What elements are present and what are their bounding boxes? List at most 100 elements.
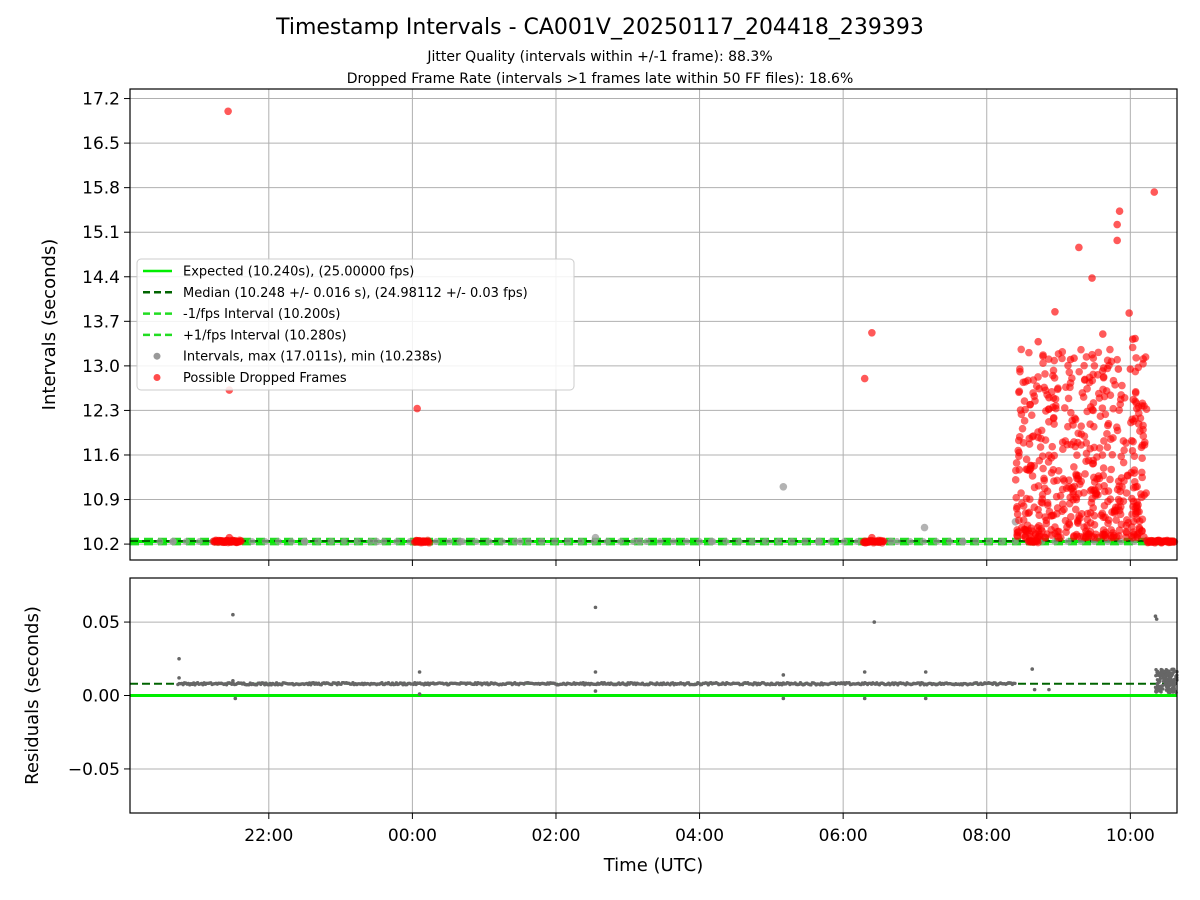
dropped-frame-point — [1139, 360, 1147, 368]
dropped-frame-point — [1088, 494, 1096, 503]
dropped-frame-point — [425, 538, 433, 547]
dropped-frame-point — [1115, 532, 1123, 540]
dropped-frame-point — [1099, 373, 1108, 381]
dropped-frame-point — [1045, 451, 1053, 460]
y-tick-label: 0.05 — [82, 613, 120, 633]
dropped-frame-point — [1115, 482, 1123, 490]
dropped-frame-point — [1065, 519, 1073, 528]
interval-point — [340, 538, 348, 546]
x-tick-label: 02:00 — [531, 826, 580, 846]
dropped-frame-point — [1138, 515, 1147, 524]
residual-point — [1154, 689, 1158, 694]
dropped-frame-point — [1075, 490, 1083, 498]
interval-point — [775, 538, 783, 546]
dropped-frame-point — [1137, 443, 1146, 452]
dropped-frame-point — [1022, 494, 1031, 503]
dropped-frame-point — [1107, 526, 1115, 534]
interval-point — [985, 538, 993, 546]
interval-point — [854, 538, 862, 546]
residual-point — [1170, 689, 1175, 693]
dropped-frame-point — [1122, 439, 1130, 447]
residual-point — [233, 696, 238, 701]
x-tick-label: 10:00 — [1106, 826, 1155, 846]
interval-point — [393, 538, 401, 546]
dropped-frame-point — [1070, 354, 1078, 363]
interval-point — [498, 538, 506, 546]
interval-point — [761, 538, 769, 546]
intervals-y-axis-label: Intervals (seconds) — [39, 239, 60, 411]
dropped-frame-point — [1122, 527, 1130, 536]
dropped-frame-point — [1039, 359, 1047, 367]
y-tick-label: 13.0 — [82, 357, 120, 377]
dropped-frame-point — [1015, 432, 1024, 441]
dropped-frame-point — [1034, 482, 1043, 490]
residual-point — [417, 670, 422, 674]
dropped-frame-point — [868, 328, 876, 337]
dropped-frame-point — [1136, 414, 1145, 422]
dropped-frame-point — [1027, 411, 1036, 419]
dropped-frame-point — [224, 107, 232, 116]
dropped-frame-point — [1022, 455, 1031, 464]
dropped-frame-point — [1081, 470, 1089, 478]
dropped-frame-point — [1015, 466, 1024, 474]
dropped-frame-point — [1125, 309, 1133, 317]
interval-point — [630, 538, 638, 546]
dropped-frame-point — [1034, 428, 1042, 436]
dropped-frame-point — [1089, 399, 1098, 407]
dropped-frame-point — [1084, 456, 1093, 465]
residuals-y-axis-label: Residuals (seconds) — [22, 606, 43, 785]
chart-title: Timestamp Intervals - CA001V_20250117_20… — [276, 15, 924, 40]
dropped-frame-point — [1132, 399, 1141, 407]
interval-point — [998, 538, 1006, 546]
dropped-frame-point — [1015, 387, 1024, 396]
dropped-frame-point — [1126, 365, 1135, 373]
dropped-frame-point — [1050, 451, 1059, 460]
dropped-frame-point — [1070, 463, 1078, 471]
dropped-frame-point — [868, 533, 876, 542]
interval-point — [445, 538, 453, 546]
dropped-frame-point — [1120, 446, 1128, 454]
interval-point — [707, 537, 716, 546]
dropped-frame-point — [1017, 345, 1026, 354]
dropped-frame-point — [1107, 435, 1115, 443]
residual-point — [177, 676, 181, 680]
dropped-frame-point — [879, 537, 888, 545]
dropped-frame-point — [1024, 509, 1033, 518]
dropped-frame-point — [1082, 439, 1091, 447]
interval-point — [887, 537, 895, 546]
dropped-frame-point — [1133, 530, 1142, 539]
residual-point — [1165, 672, 1169, 677]
residual-point — [781, 673, 786, 677]
dropped-frame-point — [1071, 505, 1080, 514]
dropped-frame-point — [860, 374, 869, 383]
dropped-frame-point — [1060, 477, 1069, 485]
dropped-frame-point — [1082, 530, 1091, 538]
interval-point — [801, 538, 809, 546]
dropped-frame-point — [1115, 207, 1124, 216]
dropped-frame-point — [1016, 365, 1024, 373]
dropped-frame-point — [1102, 387, 1111, 395]
dropped-frame-point — [1093, 453, 1101, 461]
dropped-frame-point — [1088, 274, 1096, 282]
dropped-frame-point — [1101, 528, 1110, 537]
dropped-frame-point — [1089, 354, 1098, 362]
residual-point — [1013, 681, 1017, 686]
dropped-frame-point — [1045, 507, 1054, 516]
residual-point — [1161, 676, 1165, 680]
dropped-frame-point — [1113, 426, 1122, 435]
dropped-frame-point — [1085, 373, 1094, 382]
x-tick-label: 04:00 — [675, 826, 724, 846]
dropped-frame-point — [1040, 474, 1048, 483]
residual-point — [231, 612, 235, 617]
legend-label: Median (10.248 +/- 0.016 s), (24.98112 +… — [183, 286, 528, 301]
interval-point — [156, 538, 164, 546]
residual-point — [1165, 668, 1169, 673]
dropped-frame-point — [1080, 432, 1089, 441]
dropped-frame-point — [1095, 444, 1104, 452]
dropped-frame-point — [1018, 499, 1026, 508]
dropped-frame-point — [1025, 440, 1034, 448]
y-tick-label: 14.4 — [82, 268, 120, 288]
interval-point — [353, 538, 361, 546]
y-tick-label: 15.1 — [82, 223, 120, 243]
